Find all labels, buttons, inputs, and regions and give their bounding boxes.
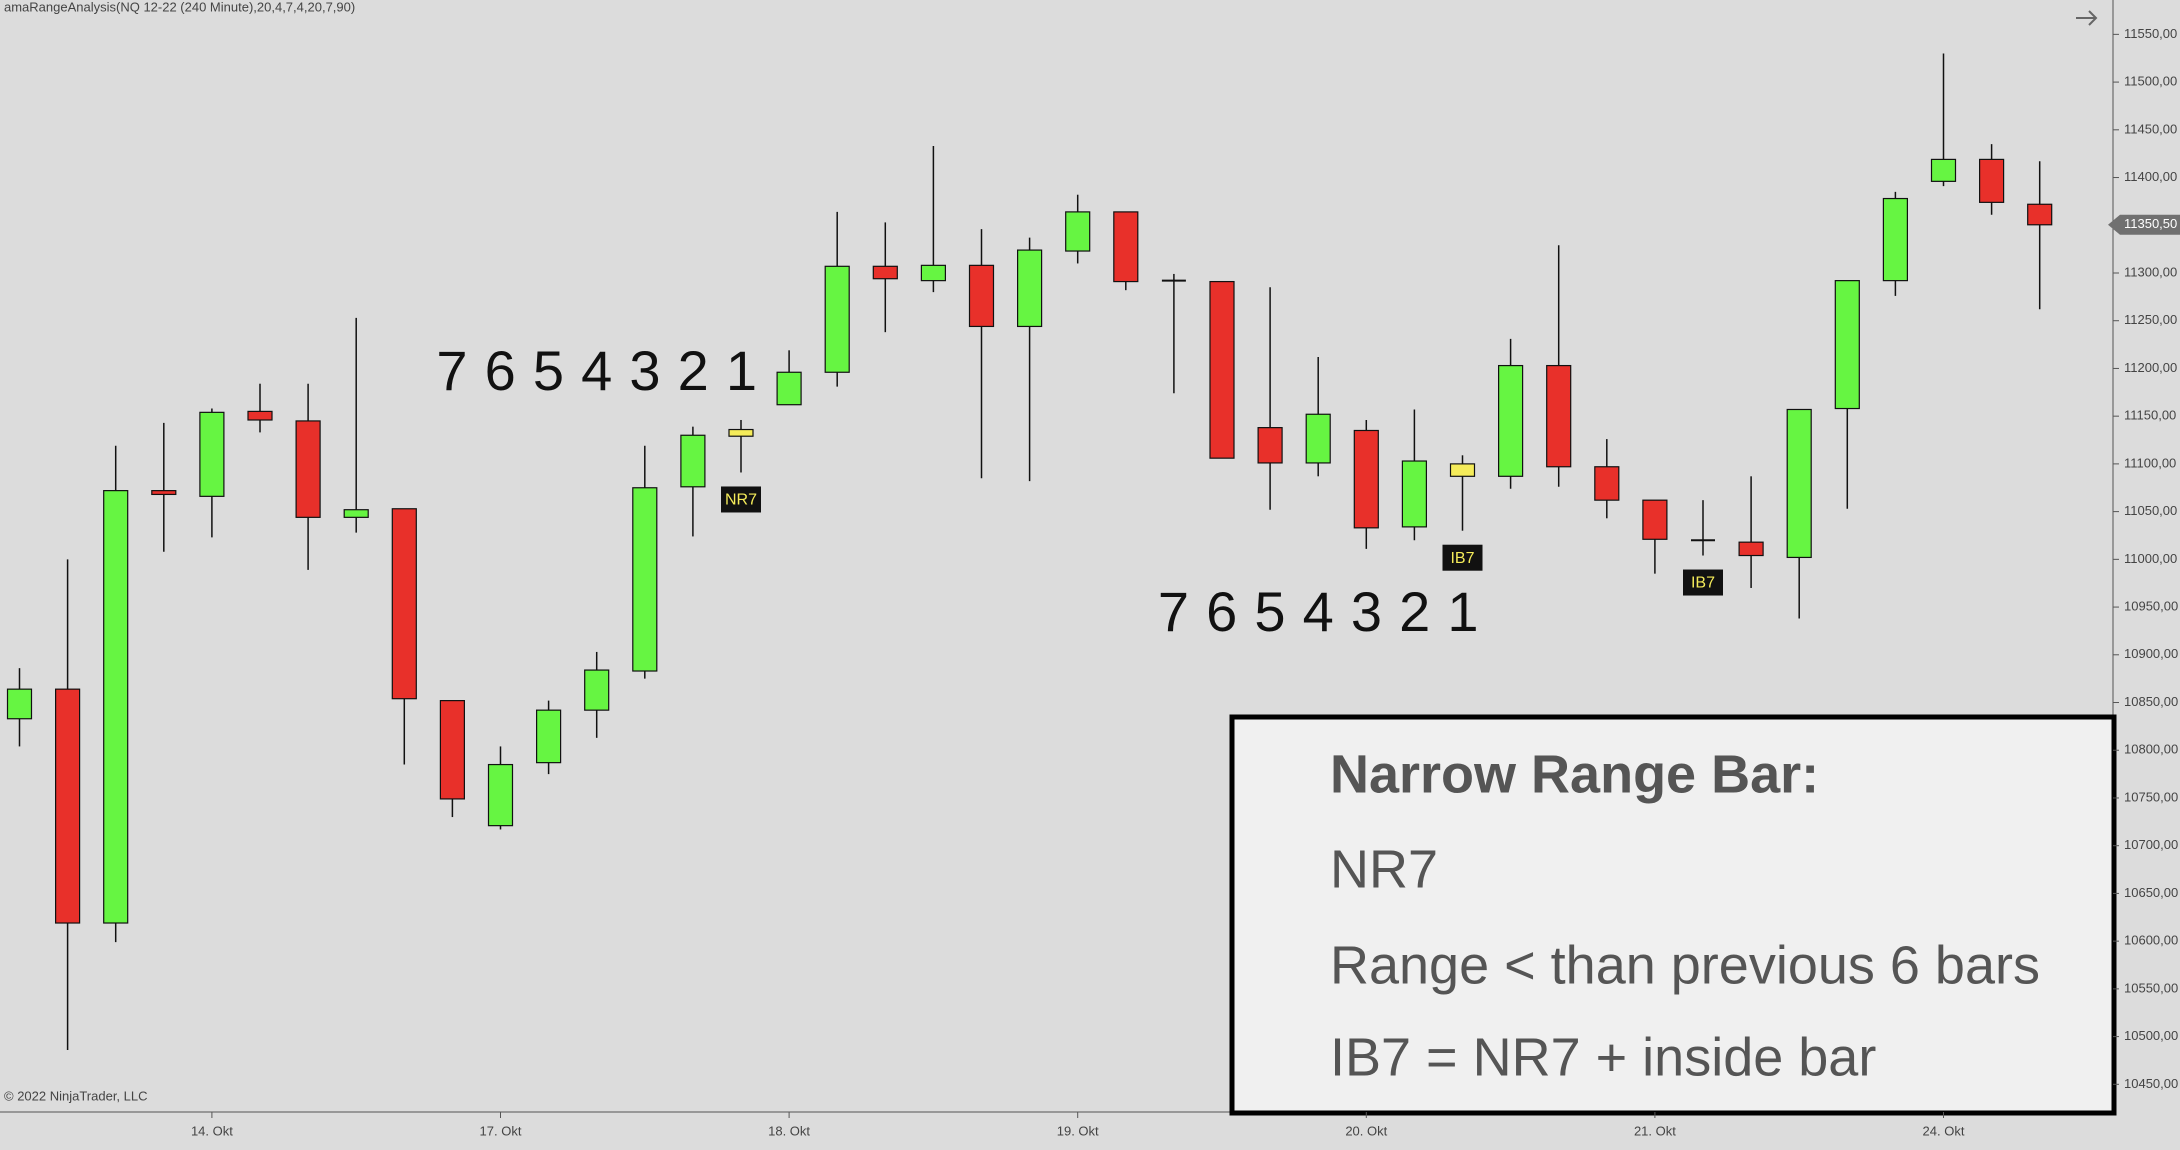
candle-body xyxy=(680,434,706,488)
plot-layer: NR7 IB7 IB7 7 6 5 4 3 2 1 7 6 5 4 3 2 1 xyxy=(6,53,2053,1050)
y-tick-label: 10800,00 xyxy=(2124,742,2178,757)
candle-body xyxy=(295,420,321,518)
candle-body xyxy=(1257,427,1283,464)
x-tick-label: 19. Okt xyxy=(1057,1123,1099,1138)
y-tick-label: 10750,00 xyxy=(2124,789,2178,804)
signal-label: IB7 xyxy=(1691,575,1715,592)
candle-body xyxy=(1834,280,1860,410)
y-tick-label: 11300,00 xyxy=(2124,264,2177,279)
candle-body xyxy=(1305,413,1331,464)
x-tick-label: 20. Okt xyxy=(1345,1123,1387,1138)
y-tick-label: 11450,00 xyxy=(2124,121,2177,136)
y-tick-label: 11100,00 xyxy=(2124,455,2176,470)
copyright: © 2022 NinjaTrader, LLC xyxy=(4,1088,148,1103)
y-tick-label: 11050,00 xyxy=(2124,503,2177,518)
y-tick-label: 10650,00 xyxy=(2124,885,2178,900)
x-tick-label: 21. Okt xyxy=(1634,1123,1676,1138)
candle-body xyxy=(1786,408,1812,559)
candle-body xyxy=(1113,211,1139,283)
x-tick-label: 17. Okt xyxy=(480,1123,522,1138)
candle-body xyxy=(391,508,417,700)
candle-body xyxy=(1209,280,1235,459)
x-tick-label: 14. Okt xyxy=(191,1123,233,1138)
candle-body xyxy=(1930,158,1957,182)
y-tick-label: 10950,00 xyxy=(2124,599,2178,614)
y-tick-label: 11250,00 xyxy=(2124,312,2177,327)
signal-label: NR7 xyxy=(725,492,757,509)
candle-body xyxy=(824,265,850,373)
candle-body xyxy=(439,700,465,800)
candle-body xyxy=(1882,197,1909,282)
candle-body xyxy=(728,428,754,437)
y-tick-label: 11400,00 xyxy=(2124,169,2177,184)
candle-body xyxy=(1401,460,1428,528)
note-line: Range < than previous 6 bars xyxy=(1330,935,2040,995)
candle-body xyxy=(968,264,995,328)
candle-body xyxy=(776,371,802,406)
signal-badge xyxy=(721,486,761,513)
last-price-label: 11350,50 xyxy=(2124,216,2177,231)
candle-body xyxy=(2027,203,2053,226)
candle-body xyxy=(920,264,947,282)
candle-body xyxy=(1594,466,1620,501)
signal-badge xyxy=(1442,544,1483,571)
x-tick-label: 24. Okt xyxy=(1923,1123,1965,1138)
candle-body xyxy=(343,509,369,518)
note-box xyxy=(1229,714,2117,1116)
scroll-arrow-icon[interactable] xyxy=(2076,10,2098,26)
y-tick-label: 10900,00 xyxy=(2124,646,2178,661)
candle-body xyxy=(872,265,898,280)
candle-body xyxy=(487,763,514,827)
candle-body xyxy=(1353,429,1379,529)
signal-badge xyxy=(1683,569,1723,596)
candle-body xyxy=(1497,364,1524,477)
candle-body xyxy=(103,490,129,924)
count-annotation: 7 6 5 4 3 2 1 xyxy=(1158,580,1479,643)
candle-body xyxy=(584,669,610,711)
y-tick-label: 11000,00 xyxy=(2124,551,2177,566)
y-tick-label: 11200,00 xyxy=(2124,360,2177,375)
candle-body xyxy=(247,410,273,421)
candle-body xyxy=(6,688,33,720)
y-tick-label: 10600,00 xyxy=(2124,933,2178,948)
note-line: NR7 xyxy=(1330,839,1438,899)
y-tick-label: 10850,00 xyxy=(2124,694,2178,709)
indicator-header: amaRangeAnalysis(NQ 12-22 (240 Minute),2… xyxy=(4,0,355,14)
candle-body xyxy=(1738,541,1764,557)
x-tick-label: 18. Okt xyxy=(768,1123,810,1138)
count-annotation: 7 6 5 4 3 2 1 xyxy=(436,339,757,402)
candle-body xyxy=(1016,249,1043,328)
y-tick-label: 11150,00 xyxy=(2124,408,2176,423)
candle-body xyxy=(1065,211,1091,252)
y-tick-label: 11500,00 xyxy=(2124,74,2177,89)
note-title: Narrow Range Bar: xyxy=(1330,744,1819,804)
y-tick-label: 11550,00 xyxy=(2124,26,2177,41)
y-tick-label: 10500,00 xyxy=(2124,1028,2178,1043)
note-line: IB7 = NR7 + inside bar xyxy=(1330,1027,1876,1087)
candle-body xyxy=(1546,364,1572,468)
y-tick-label: 10550,00 xyxy=(2124,980,2178,995)
candle-body xyxy=(54,688,81,924)
y-tick-label: 10450,00 xyxy=(2124,1076,2178,1091)
last-price-marker xyxy=(2108,214,2180,235)
candle-body xyxy=(151,490,177,496)
y-tick-label: 10700,00 xyxy=(2124,837,2178,852)
candle-body xyxy=(199,411,225,497)
candle-body xyxy=(1978,158,2005,203)
candle-body xyxy=(1642,499,1668,540)
candle-body xyxy=(1449,463,1476,477)
signal-label: IB7 xyxy=(1450,550,1474,567)
candle-body xyxy=(632,487,658,672)
candle-body xyxy=(535,709,562,764)
